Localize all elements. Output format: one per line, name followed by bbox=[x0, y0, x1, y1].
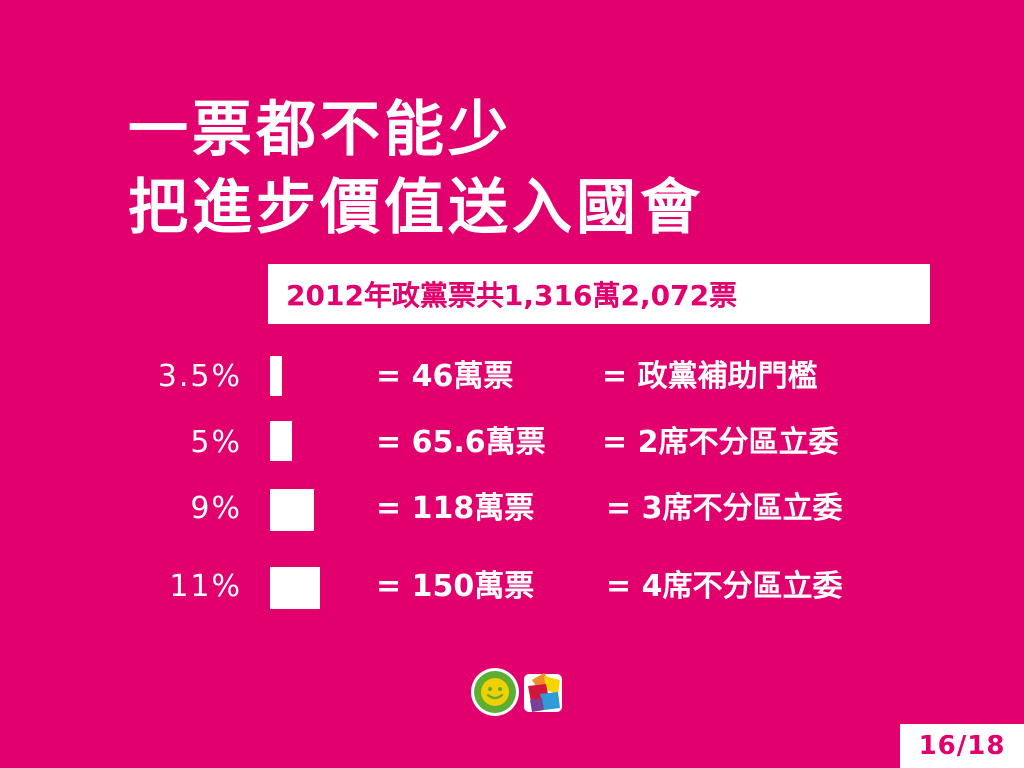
percentage-label: 9% bbox=[190, 484, 242, 534]
percentage-bar bbox=[270, 356, 282, 396]
vote-count: = 46萬票 bbox=[376, 352, 513, 402]
percentage-bar bbox=[270, 567, 320, 609]
percentage-label: 3.5% bbox=[158, 352, 242, 402]
percentage-bar bbox=[270, 421, 292, 461]
party-logos bbox=[470, 664, 570, 720]
vote-total-banner: 2012年政黨票共1,316萬2,072票 bbox=[268, 264, 930, 324]
threshold-row: 3.5% = 46萬票 = 政黨補助門檻 bbox=[0, 352, 1024, 402]
vote-count: = 65.6萬票 bbox=[376, 418, 546, 468]
threshold-row: 11% = 150萬票 = 4席不分區立委 bbox=[0, 562, 1024, 612]
slide-title-line-2: 把進步價值送入國會 bbox=[128, 178, 704, 238]
percentage-bar bbox=[270, 489, 314, 531]
threshold-result: = 政黨補助門檻 bbox=[602, 352, 818, 402]
percentage-label: 5% bbox=[190, 418, 242, 468]
threshold-result: = 2席不分區立委 bbox=[602, 418, 838, 468]
threshold-row: 5% = 65.6萬票 = 2席不分區立委 bbox=[0, 418, 1024, 468]
vote-count: = 150萬票 bbox=[376, 562, 534, 612]
page-number: 16/18 bbox=[919, 731, 1006, 761]
vote-count: = 118萬票 bbox=[376, 484, 534, 534]
page-number-box: 16/18 bbox=[900, 724, 1024, 768]
green-party-sun-icon bbox=[471, 668, 519, 716]
percentage-label: 11% bbox=[169, 562, 242, 612]
slide-title-line-1: 一票都不能少 bbox=[128, 100, 512, 160]
vote-total-text: 2012年政黨票共1,316萬2,072票 bbox=[286, 274, 737, 314]
threshold-row: 9% = 118萬票 = 3席不分區立委 bbox=[0, 484, 1024, 534]
threshold-result: = 4席不分區立委 bbox=[606, 562, 842, 612]
threshold-result: = 3席不分區立委 bbox=[606, 484, 842, 534]
social-democratic-party-icon bbox=[524, 673, 562, 712]
